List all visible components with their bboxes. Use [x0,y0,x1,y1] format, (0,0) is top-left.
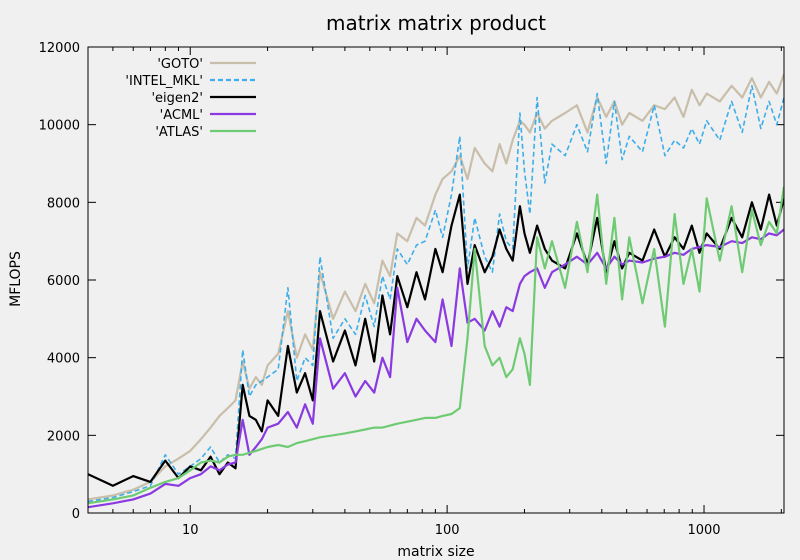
y-tick-label: 10000 [39,119,80,134]
axes: 0 2000 4000 6000 8000 10000 12000 10 100 1000 [39,41,784,538]
plot-frame [87,46,785,514]
chart-title: matrix matrix product [326,11,546,35]
legend-label-atlas: 'ATLAS' [155,125,203,140]
legend-label-eigen2: 'eigen2' [151,91,203,106]
legend-label-goto: 'GOTO' [157,57,203,72]
series-layer [88,73,784,509]
legend-label-intel-mkl: 'INTEL_MKL' [125,74,203,89]
x-tick-label: 10 [182,523,199,538]
x-tick-label: 1000 [687,523,720,538]
y-axis-label: MFLOPS [8,251,24,307]
y-tick-label: 12000 [39,41,80,56]
legend-label-acml: 'ACML' [160,108,203,123]
y-tick-label: 0 [72,507,80,522]
y-tick-label: 6000 [47,274,80,289]
y-tick-label: 2000 [47,429,80,444]
x-axis-label: matrix size [397,544,474,560]
y-tick-label: 4000 [47,352,80,367]
x-tick-label: 100 [435,523,460,538]
y-tick-label: 8000 [47,196,80,211]
legend: 'GOTO' 'INTEL_MKL' 'eigen2' 'ACML' 'ATLAS' [125,57,256,140]
series-line-atlas [88,186,784,505]
